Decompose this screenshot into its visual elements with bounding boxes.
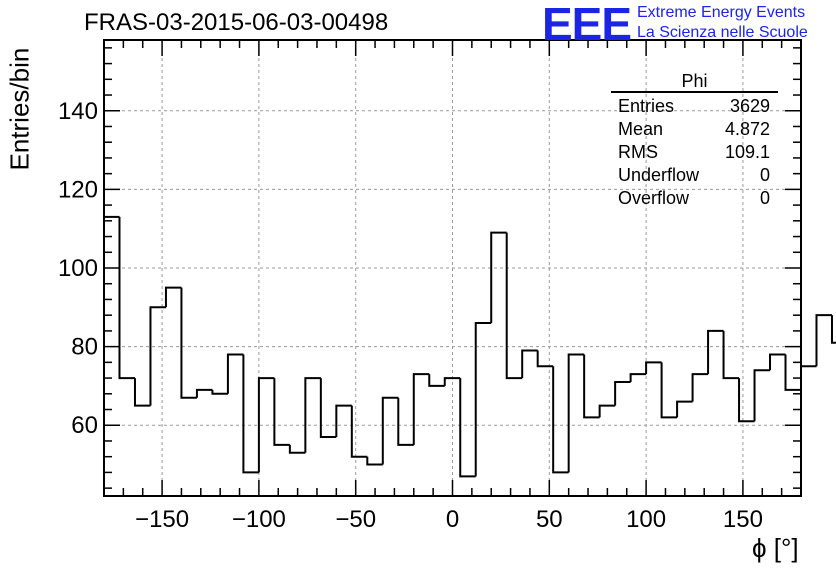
histogram-bin — [459, 378, 476, 478]
histogram-bin — [567, 353, 585, 473]
axes: −150 −100 −50 0 50 100 150 60 80 100 120 140 — [58, 39, 802, 533]
histogram-bin — [118, 216, 135, 380]
logo-line-1: Extreme Energy Events — [637, 4, 806, 21]
logo-line-2: La Scienza nelle Scuole — [637, 24, 808, 41]
x-tick-label: −50 — [335, 506, 376, 533]
stats-value: 109.1 — [724, 142, 770, 162]
histogram-bin — [304, 377, 321, 453]
x-tick-label: 0 — [446, 506, 459, 533]
histogram-bin — [769, 353, 786, 371]
histogram-bin — [211, 389, 228, 395]
x-axis-label: ϕ [°] — [752, 533, 799, 563]
x-tick-label: 100 — [626, 506, 666, 533]
histogram-bin — [660, 362, 678, 419]
y-tick-label: 100 — [58, 255, 98, 282]
y-tick-label: 120 — [58, 176, 98, 203]
histogram-bin — [629, 373, 647, 382]
stats-value: 4.872 — [724, 119, 770, 139]
histogram-bin — [381, 396, 399, 465]
histogram-bin — [350, 405, 368, 458]
histogram-bin — [521, 349, 538, 379]
histogram-bin — [164, 286, 182, 308]
stats-label: Mean — [618, 119, 664, 139]
x-tick-label: −150 — [135, 506, 189, 533]
y-axis-label: Entries/bin — [4, 47, 35, 171]
histogram-bin — [753, 369, 771, 422]
histogram-bin — [738, 378, 755, 423]
histogram-bin — [428, 374, 445, 387]
histogram-bin — [676, 400, 693, 418]
stats-label: RMS — [618, 142, 658, 162]
histogram-bin — [319, 378, 337, 439]
x-tick-label: −100 — [232, 506, 286, 533]
histogram-bin — [722, 330, 740, 380]
x-tick-label: 150 — [723, 506, 763, 533]
histogram-bin — [366, 456, 383, 466]
histogram-bin — [707, 329, 724, 375]
chart-title: FRAS-03-2015-06-03-00498 — [84, 9, 389, 36]
y-tick-label: 140 — [58, 98, 98, 125]
stats-value: 0 — [759, 188, 770, 208]
stats-title: Phi — [681, 71, 708, 91]
histogram-bin — [273, 378, 290, 446]
histogram-bin — [583, 354, 600, 419]
histogram-bin — [691, 373, 709, 402]
histogram-bin — [288, 444, 306, 454]
histogram-bin — [412, 373, 430, 445]
stats-row: RMS 109.1 — [611, 141, 778, 164]
histogram-bin — [784, 354, 801, 391]
stats-label: Entries — [618, 96, 675, 116]
stats-label: Overflow — [618, 188, 690, 208]
histogram-bin — [335, 404, 352, 438]
histogram-bin — [242, 354, 259, 474]
x-tick-label: 50 — [536, 506, 563, 533]
histogram-bin — [490, 231, 507, 324]
histogram-bin — [195, 388, 213, 398]
histogram-series — [104, 215, 836, 478]
histogram-bin — [645, 361, 662, 375]
eee-logo: EEE — [542, 0, 632, 50]
histogram-bin — [536, 350, 554, 368]
histogram-bin — [598, 404, 616, 418]
histogram-bin — [180, 287, 197, 399]
stats-divider — [611, 91, 778, 93]
stats-row: Overflow 0 — [611, 187, 778, 210]
histogram-bin — [133, 378, 151, 407]
stats-row: Mean 4.872 — [611, 118, 778, 141]
stats-label: Underflow — [618, 165, 700, 185]
histogram-bin — [474, 322, 492, 477]
histogram-bin — [397, 397, 414, 446]
stats-value: 0 — [759, 165, 770, 185]
histogram-bin — [505, 232, 523, 380]
y-tick-label: 80 — [71, 334, 98, 361]
y-tick-label: 60 — [71, 412, 98, 439]
histogram-bin — [443, 377, 461, 386]
stats-row: Underflow 0 — [611, 164, 778, 187]
histogram-bin — [830, 315, 836, 344]
stats-row: Entries 3629 — [611, 95, 778, 118]
histogram-bin — [552, 366, 569, 474]
stats-value: 3629 — [729, 96, 770, 116]
histogram-bin — [257, 377, 275, 473]
histogram-bin — [800, 365, 817, 390]
histogram-bin — [815, 314, 832, 367]
histogram-bin — [149, 306, 166, 406]
histogram-bin — [614, 381, 631, 406]
stats-box: Phi Entries 3629 Mean 4.872 RMS 109.1 Un… — [611, 71, 778, 210]
histogram-bin — [226, 353, 244, 394]
